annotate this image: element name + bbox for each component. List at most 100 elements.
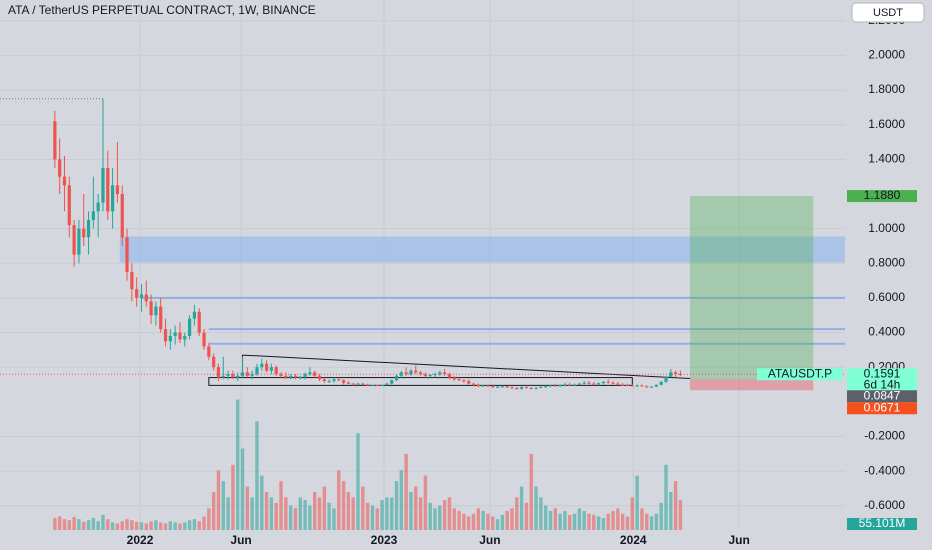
volume-bar [337, 470, 341, 530]
x-tick-label: Jun [230, 533, 251, 547]
candle-body [520, 387, 524, 389]
x-tick-label: 2023 [371, 533, 398, 547]
volume-bar [149, 521, 153, 530]
volume-bar [457, 510, 461, 530]
candle-body [125, 237, 129, 272]
volume-bar [558, 513, 562, 530]
volume-bar [553, 508, 558, 530]
volume-bar [365, 502, 370, 530]
candle-body [322, 379, 326, 382]
candle-body [341, 380, 346, 383]
symbol-label: ATAUSDT.P [768, 366, 832, 380]
volume-bar [211, 491, 216, 530]
candle-body [447, 374, 452, 378]
candle-body [317, 375, 322, 380]
volume-bar [524, 502, 529, 530]
candle-body [86, 219, 91, 238]
candle-body [630, 385, 634, 387]
volume-bar [110, 522, 115, 530]
candle-body [356, 383, 360, 385]
candle-body [534, 387, 538, 389]
volume-bar [539, 497, 543, 530]
volume-bar [543, 505, 548, 530]
volume-bar [274, 502, 278, 530]
volume-bar [317, 497, 322, 530]
candle-body [510, 387, 514, 389]
x-tick-label: Jun [728, 533, 749, 547]
candle-body [149, 301, 153, 316]
candle-body [399, 372, 403, 376]
candle-body [394, 375, 399, 381]
box [208, 377, 633, 386]
volume-bar [616, 508, 620, 530]
candle-body [366, 384, 370, 386]
candle-body [293, 375, 298, 378]
volume-bar [390, 497, 394, 530]
entry-price: 0.0847 [864, 388, 901, 402]
volume-bar [288, 505, 293, 530]
volume-bar [577, 508, 582, 530]
volume-bar [423, 475, 428, 530]
candle-body [279, 374, 283, 376]
candle-body [72, 225, 76, 255]
zone [119, 236, 845, 263]
candle-body [476, 384, 480, 387]
candle-body [120, 193, 124, 238]
volume-bar [341, 481, 346, 530]
candle-body [601, 381, 606, 384]
candle-body [62, 176, 67, 186]
candle-body [115, 185, 120, 194]
candle-body [159, 306, 163, 330]
volume-bar [346, 491, 351, 530]
candle-body [495, 386, 500, 388]
volume-bar [264, 491, 269, 530]
volume-bar [236, 399, 240, 530]
candle-body [616, 383, 620, 385]
volume-bar [572, 513, 577, 530]
volume-bar [240, 448, 245, 530]
symbol-label-box [757, 368, 843, 381]
volume-bar [197, 521, 201, 530]
candle-body [505, 386, 509, 388]
volume-bar [308, 505, 312, 530]
candle-body [308, 372, 312, 375]
volume-bar [635, 475, 639, 530]
y-tick-label: -0.2000 [864, 429, 905, 443]
candle-body [313, 372, 317, 376]
candle-body [664, 376, 668, 382]
volume-bar [399, 470, 404, 530]
candle-body [592, 383, 596, 385]
candle-body [563, 384, 567, 386]
candle-body [245, 372, 249, 376]
candle-body [101, 168, 105, 203]
candle-body [67, 185, 71, 226]
candle-body [385, 383, 389, 385]
candle-body [154, 306, 158, 316]
candle-body [337, 379, 341, 381]
candle-body [659, 381, 663, 385]
candle-body [240, 372, 245, 376]
currency-button[interactable] [851, 2, 925, 23]
volume-bar [187, 520, 192, 530]
volume-bar [221, 481, 225, 530]
volume-bar [86, 520, 91, 530]
candle-body [524, 387, 529, 389]
volume-bar [91, 518, 96, 530]
volume-bar [620, 513, 625, 530]
volume-bar [207, 508, 211, 530]
candle-body [135, 289, 139, 298]
candle-body [269, 367, 274, 371]
candle-body [548, 385, 553, 387]
volume-bar [428, 502, 432, 530]
volume-bar [645, 513, 649, 530]
y-tick-label: 1.0000 [868, 221, 905, 235]
y-tick-label: 2.0000 [868, 48, 905, 62]
volume-bar [471, 513, 476, 530]
volume-bar [385, 497, 389, 530]
candle-body [187, 318, 192, 337]
candle-body [597, 383, 601, 385]
currency-label[interactable]: USDT [873, 7, 903, 19]
candle-body [192, 311, 197, 319]
candle-body [428, 374, 432, 376]
